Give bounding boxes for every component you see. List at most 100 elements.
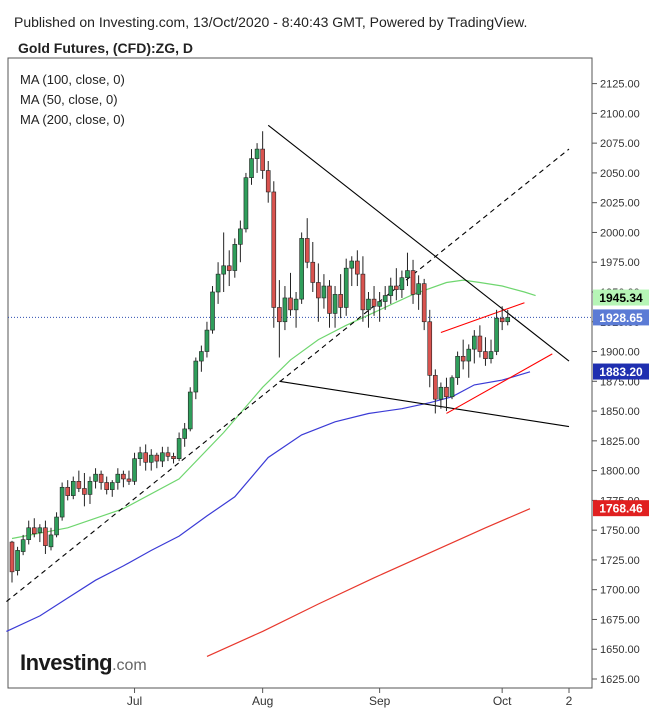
ma200-line <box>206 508 531 657</box>
candle <box>76 470 82 493</box>
candle <box>221 232 226 292</box>
candle <box>9 540 15 583</box>
candle-body <box>310 261 316 283</box>
candle <box>277 280 282 358</box>
candle-body <box>54 516 59 536</box>
investing-logo: Investing.com <box>20 650 147 676</box>
candle-body <box>137 452 143 460</box>
candle <box>349 256 355 287</box>
candle <box>204 321 210 358</box>
candle-body <box>187 391 193 430</box>
candle <box>355 250 360 287</box>
candle <box>332 286 338 328</box>
candle-body <box>288 297 293 311</box>
x-tick-label: Aug <box>252 694 273 708</box>
candle <box>243 172 249 233</box>
candle-body <box>249 158 254 178</box>
candle <box>193 357 199 400</box>
candle <box>82 472 87 507</box>
candle-body <box>338 294 343 308</box>
price-tag: 1928.65 <box>593 309 649 326</box>
instrument-title: Gold Futures, (CFD):ZG, D <box>18 40 193 56</box>
candle <box>293 291 299 328</box>
candle-body <box>421 283 427 323</box>
candle-body <box>477 335 483 352</box>
candle <box>499 306 505 331</box>
price-tag-bg <box>593 309 649 326</box>
candle-body <box>104 482 109 490</box>
candle <box>238 220 243 263</box>
price-tag-bg <box>593 289 649 306</box>
candle-body <box>299 238 304 300</box>
candle-body <box>204 329 210 352</box>
ma-50-legend: MA (50, close, 0) <box>20 92 118 107</box>
candle-body <box>87 481 93 495</box>
candle-body <box>271 191 277 308</box>
candlesticks <box>9 131 511 583</box>
candle-body <box>399 277 405 290</box>
moving-average-lines <box>6 279 536 657</box>
candle <box>143 444 148 471</box>
candle <box>316 263 321 322</box>
price-tag-label: 1883.20 <box>599 365 643 379</box>
candle-body <box>433 375 438 400</box>
y-tick-label: 2025.00 <box>600 198 640 210</box>
candle-body <box>26 527 32 540</box>
candle-body <box>410 270 416 295</box>
trendline-rising <box>6 148 570 603</box>
candle <box>466 344 472 378</box>
candle-body <box>460 355 466 362</box>
candle-body <box>193 360 199 393</box>
candle <box>54 512 59 538</box>
candle-body <box>282 297 288 323</box>
candle <box>338 274 343 319</box>
candle <box>299 232 304 304</box>
time-axis: Jul Aug Sep Oct 2 <box>127 688 573 708</box>
candle-body <box>394 285 399 290</box>
price-labels: 1945.34 1928.65 1883.20 1768.46 <box>593 289 649 517</box>
candle-body <box>444 386 449 398</box>
trend-lines <box>6 124 570 603</box>
candle <box>260 131 265 179</box>
candle <box>254 143 260 173</box>
candle <box>371 286 377 316</box>
candle <box>15 546 20 576</box>
candle-body <box>31 527 37 535</box>
candle-body <box>15 550 20 571</box>
candle <box>477 325 483 358</box>
candle <box>304 218 310 269</box>
candle <box>427 309 433 388</box>
candle <box>377 291 382 322</box>
price-tag-bg <box>593 363 649 380</box>
candle-body <box>499 317 505 323</box>
candle <box>327 280 332 328</box>
candle <box>455 351 460 385</box>
trendline-pennant-lower <box>446 353 553 414</box>
ma-legend: MA (100, close, 0) MA (50, close, 0) MA … <box>20 70 125 130</box>
candle-body <box>265 170 271 193</box>
y-tick-label: 2000.00 <box>600 227 640 239</box>
candle <box>321 274 327 309</box>
candle <box>421 278 427 331</box>
y-tick-label: 1900.00 <box>600 347 640 359</box>
candle-body <box>366 298 371 311</box>
candle <box>282 286 288 331</box>
candle <box>65 480 70 501</box>
y-tick-label: 2125.00 <box>600 79 640 91</box>
candle-body <box>160 452 165 462</box>
plot-border <box>7 57 593 689</box>
candle-body <box>98 473 104 483</box>
candle-body <box>121 473 126 480</box>
candle-body <box>360 273 366 311</box>
y-tick-label: 1625.00 <box>600 674 640 686</box>
y-tick-label: 2100.00 <box>600 108 640 120</box>
y-tick-label: 1725.00 <box>600 555 640 567</box>
logo-suffix: .com <box>112 657 147 674</box>
candle <box>93 468 98 489</box>
candle-body <box>210 291 215 331</box>
candle <box>444 377 449 412</box>
candle-body <box>243 177 249 230</box>
candle <box>343 258 349 316</box>
candle-body <box>321 285 327 299</box>
candle <box>388 277 394 304</box>
